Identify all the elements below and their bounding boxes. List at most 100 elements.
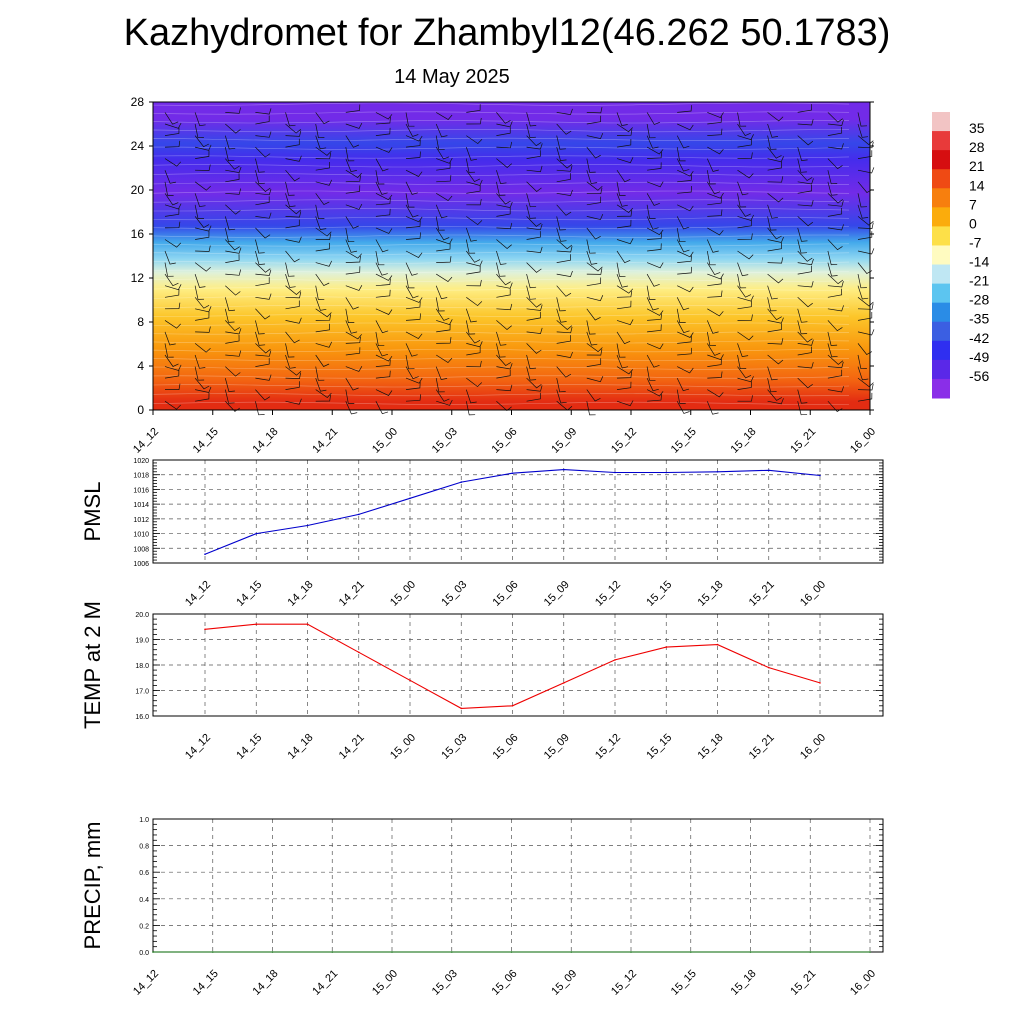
wind-barb (466, 377, 483, 388)
wind-barb (646, 135, 659, 149)
wind-barb (315, 227, 332, 237)
wind-barb (345, 158, 357, 173)
wind-barb (285, 219, 300, 229)
contour-line (152, 120, 850, 124)
wind-barb (616, 112, 628, 126)
colorbar-label: 7 (969, 196, 977, 212)
wind-barb (375, 112, 393, 120)
wind-barb (375, 197, 391, 206)
wind-barb (526, 385, 543, 392)
data-point (306, 524, 309, 527)
wind-barb (526, 274, 537, 289)
wind-barb (526, 223, 543, 231)
contour-line (152, 322, 850, 326)
wind-barb (797, 401, 808, 416)
wind-barb (285, 262, 295, 277)
profile-colour-field (153, 102, 870, 410)
wind-barb (496, 121, 513, 128)
x-tick-label: 15_18 (729, 426, 759, 456)
contour-line (152, 199, 850, 203)
data-point (749, 951, 752, 953)
wind-barb (827, 305, 844, 312)
wind-barb (375, 278, 391, 287)
wind-barb (737, 366, 752, 379)
wind-barb (707, 343, 721, 356)
wind-barb (586, 268, 603, 275)
wind-barb (857, 392, 873, 402)
wind-barb (194, 377, 210, 390)
x-tick-label: 15_15 (644, 579, 674, 609)
wind-barb (345, 169, 362, 178)
wind-barb (706, 320, 719, 334)
data-point (255, 623, 258, 625)
wind-barb (737, 274, 747, 289)
wind-barb (225, 188, 242, 195)
wind-barb (255, 262, 271, 273)
wind-barb (466, 297, 483, 307)
wind-barb (255, 115, 270, 125)
x-tick-label: 15_09 (542, 579, 572, 609)
wind-barb (737, 343, 749, 357)
wind-barb (556, 216, 566, 231)
x-tick-label: 14_12 (183, 579, 213, 609)
wind-barb (164, 122, 182, 129)
wind-barb (345, 203, 363, 210)
wind-barb (466, 185, 481, 194)
wind-barb (255, 293, 272, 300)
wind-barb (707, 358, 722, 367)
wind-barb (164, 320, 181, 329)
wind-barb (797, 331, 813, 343)
wind-barb (737, 354, 747, 370)
wind-barb (225, 123, 241, 134)
colorbar-swatch (932, 378, 950, 399)
wind-barb (164, 112, 179, 125)
wind-barb (375, 208, 391, 217)
wind-barb (767, 123, 779, 138)
wind-barb (797, 184, 812, 194)
colorbar-label: 0 (969, 215, 977, 231)
wind-barb (164, 203, 182, 210)
wind-barb (405, 151, 421, 159)
wind-barb (616, 219, 632, 229)
wind-barb (827, 200, 844, 207)
data-point (460, 707, 463, 710)
wind-barb (737, 181, 749, 196)
wind-barb (285, 112, 296, 127)
wind-barb (616, 129, 633, 136)
wind-barb (797, 320, 808, 335)
wind-barb (405, 232, 421, 240)
wind-barb (526, 231, 541, 240)
wind-barb (375, 331, 385, 347)
wind-barb (194, 204, 205, 219)
wind-barb (797, 158, 807, 173)
wind-barb (436, 323, 451, 333)
wind-barb (526, 354, 537, 369)
wind-barb (556, 378, 566, 393)
wind-barb (676, 308, 686, 323)
wind-barb (315, 233, 332, 240)
x-tick-label: 15_15 (644, 732, 674, 762)
wind-barb (195, 326, 211, 333)
wind-barb (195, 311, 210, 321)
wind-barb (194, 181, 211, 191)
wind-barb (255, 358, 270, 367)
wind-barb (375, 370, 391, 379)
wind-barb (616, 381, 632, 390)
wind-barb (224, 378, 235, 392)
wind-barb (375, 250, 385, 266)
contour-line (152, 164, 850, 168)
wind-barb (767, 146, 782, 159)
wind-barb (315, 366, 325, 381)
contour-line (152, 111, 850, 115)
wind-barb (285, 138, 300, 148)
wind-barb (255, 146, 271, 158)
wind-barb (857, 285, 869, 300)
wind-barb (224, 216, 236, 231)
wind-barb (616, 300, 632, 310)
wind-barb (496, 282, 513, 289)
wind-barb (677, 185, 692, 194)
x-tick-label: 16_00 (798, 579, 828, 609)
y-tick-label: 0.8 (139, 844, 149, 851)
wind-barb (707, 262, 721, 276)
wind-barb (616, 204, 634, 213)
